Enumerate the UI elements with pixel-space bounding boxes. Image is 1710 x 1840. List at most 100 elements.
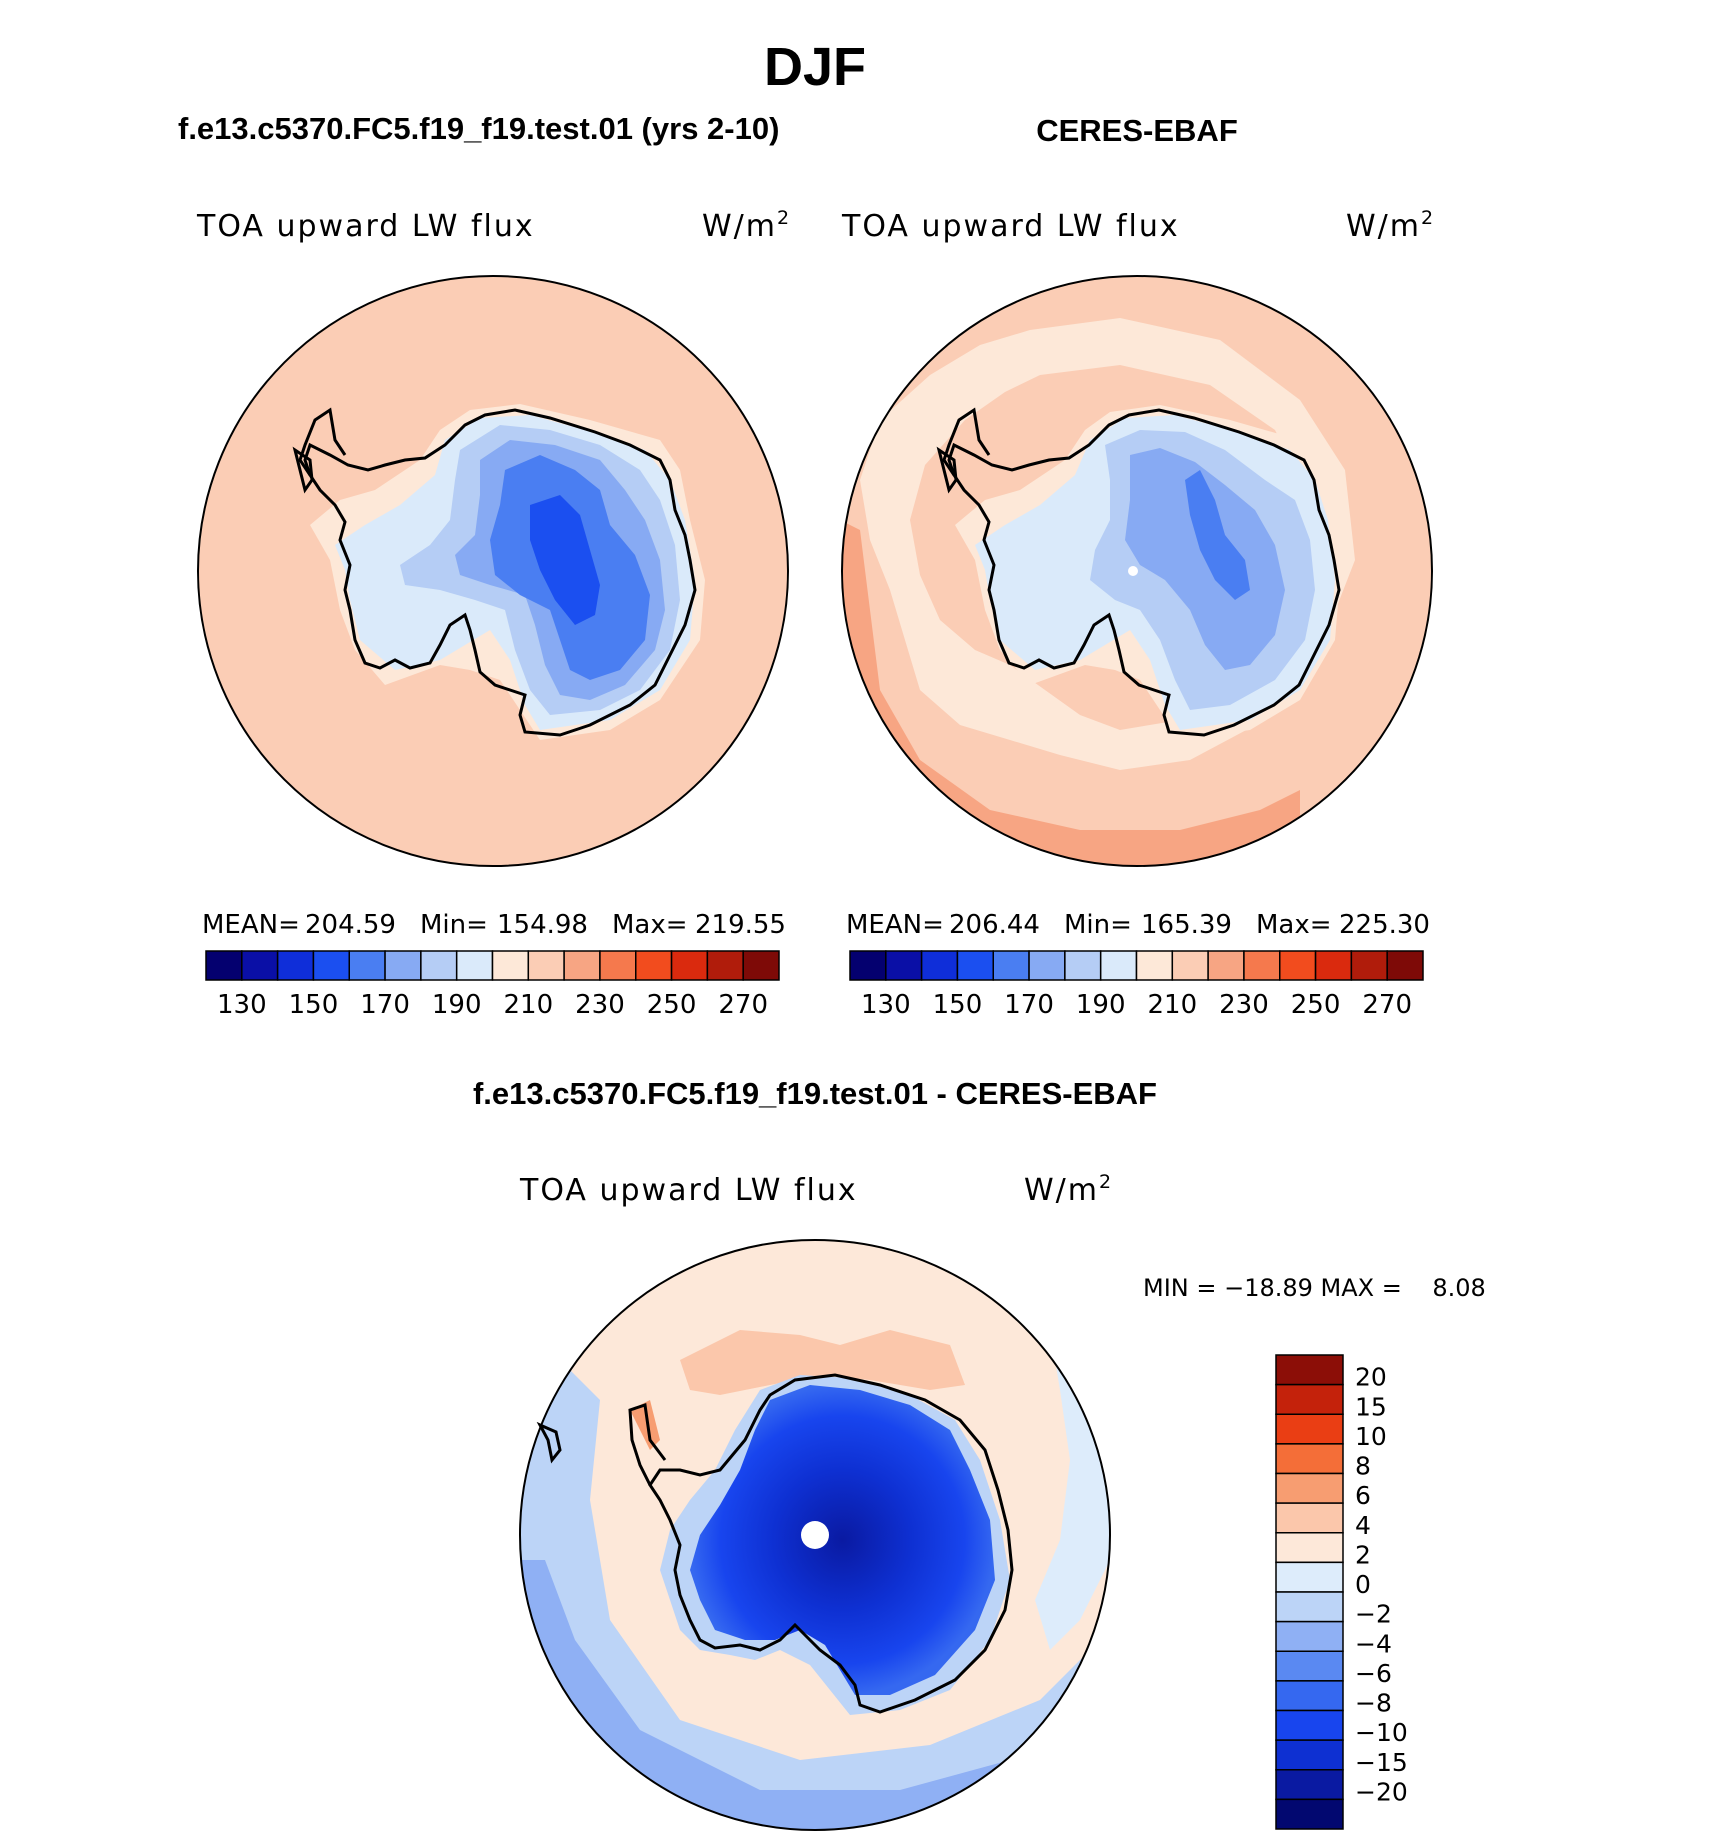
panel-2-colorbar-tick-label: 150 bbox=[933, 990, 983, 1020]
panel-1-colorbar-tick-label: 270 bbox=[718, 990, 768, 1020]
panel-2-max-label: Max= bbox=[1256, 910, 1332, 940]
panel-3-colorbar-swatch bbox=[1275, 1561, 1344, 1593]
panel-1-colorbar: 130 150 170 190 210 230 250 270 bbox=[205, 950, 780, 1020]
panel-3-title: f.e13.c5370.FC5.f19_f19.test.01 - CERES-… bbox=[473, 1076, 1157, 1111]
panel-2-warm-rim bbox=[842, 520, 1300, 866]
panel-3-colorbar-tick-label: −10 bbox=[1355, 1718, 1408, 1747]
panel-1-colorbar-swatch bbox=[670, 950, 709, 981]
panel-3-negative-band-outer bbox=[520, 1560, 1110, 1830]
panel-3-colorbar-swatch bbox=[1275, 1443, 1344, 1475]
panel-3-colorbar-swatch bbox=[1275, 1739, 1344, 1771]
panel-2-min-value: 165.39 bbox=[1141, 910, 1232, 940]
panel-2-colorbar-swatch bbox=[1135, 950, 1174, 981]
panel-1-colorbar-tick-label: 190 bbox=[432, 990, 482, 1020]
panel-3-colorbar-swatch bbox=[1275, 1502, 1344, 1534]
panel-1-colorbar-swatch bbox=[312, 950, 350, 981]
panel-2-colorbar-tick-label: 130 bbox=[861, 990, 911, 1020]
panel-3-minmax: MIN = −18.89 MAX = 8.08 bbox=[1143, 1274, 1486, 1302]
page-title: DJF bbox=[764, 37, 866, 97]
panel-3-colorbar-swatch bbox=[1275, 1354, 1344, 1386]
panel-3-colorbar-swatch bbox=[1275, 1591, 1344, 1623]
panel-1-colorbar-tick-label: 210 bbox=[503, 990, 553, 1020]
panel-1-colorbar-swatch bbox=[420, 950, 458, 981]
panel-2-colorbar-swatch bbox=[1028, 950, 1066, 981]
panel-1-colorbar-swatch bbox=[563, 950, 601, 981]
panel-1-colorbar-swatch bbox=[635, 950, 673, 981]
panel-1-min-value: 154.98 bbox=[497, 910, 588, 940]
panel-3-colorbar-swatch bbox=[1275, 1650, 1344, 1682]
panel-3-variable: TOA upward LW flux bbox=[519, 1173, 858, 1208]
panel-1-colorbar-tick-label: 130 bbox=[217, 990, 267, 1020]
panel-3-colorbar-tick-label: 15 bbox=[1355, 1392, 1387, 1421]
panel-2-colorbar-swatch bbox=[1314, 950, 1353, 981]
panel-1-map-boundary bbox=[197, 275, 789, 867]
panel-3-colorbar-tick-label: 8 bbox=[1355, 1452, 1371, 1481]
panel-1-contour-160 bbox=[530, 495, 600, 625]
panel-1-variable: TOA upward LW flux bbox=[196, 209, 535, 244]
panel-3-colorbar-tick-label: −8 bbox=[1355, 1689, 1392, 1718]
panel-3-colorbar-swatch bbox=[1275, 1709, 1344, 1741]
panel-3-colorbar-tick-label: −15 bbox=[1355, 1748, 1408, 1777]
panel-3-peninsula bbox=[628, 1403, 667, 1486]
panel-3-map-boundary bbox=[519, 1239, 1111, 1831]
panel-2-map-boundary bbox=[841, 275, 1433, 867]
panel-3-colorbar-swatch bbox=[1275, 1413, 1344, 1445]
panel-1-colorbar-swatch bbox=[384, 950, 422, 981]
panel-1-colorbar-tick-label: 170 bbox=[360, 990, 410, 1020]
panel-2-pole-gap bbox=[1128, 566, 1138, 576]
panel-3-coastline bbox=[648, 1373, 1014, 1714]
panel-2-colorbar-tick-label: 190 bbox=[1076, 990, 1126, 1020]
panel-3-colorbar-tick-label: 20 bbox=[1355, 1363, 1387, 1392]
panel-2-colorbar-swatch bbox=[1207, 950, 1245, 981]
panel-1-colorbar-tick-label: 230 bbox=[575, 990, 625, 1020]
panel-2-colorbar-swatch bbox=[1099, 950, 1138, 981]
panel-2-colorbar-swatch bbox=[1243, 950, 1281, 981]
panel-1-peninsula bbox=[298, 407, 347, 476]
panel-3-colorbar-tick-label: 10 bbox=[1355, 1422, 1387, 1451]
panel-3-colorbar-tick-label: −2 bbox=[1355, 1600, 1392, 1629]
panel-3-colorbar-tick-label: 6 bbox=[1355, 1481, 1371, 1510]
panel-3-positive-peninsula bbox=[630, 1400, 660, 1450]
panel-1-colorbar-swatch bbox=[241, 950, 279, 981]
panel-3-colorbar-tick-label: −6 bbox=[1355, 1659, 1392, 1688]
panel-3-colorbar-tick-label: 2 bbox=[1355, 1540, 1371, 1569]
panel-2-colorbar-swatch bbox=[1064, 950, 1102, 981]
panel-2-colorbar-tick-label: 210 bbox=[1147, 990, 1197, 1020]
panel-3-colorbar-tick-label: −4 bbox=[1355, 1629, 1392, 1658]
panel-1-min-label: Min= bbox=[420, 910, 488, 940]
panel-2-colorbar-swatch bbox=[1279, 950, 1317, 981]
panel-3-colorbar-swatch bbox=[1275, 1383, 1344, 1415]
panel-1-colorbar-swatch bbox=[527, 950, 565, 981]
panel-3-map bbox=[520, 1240, 1110, 1830]
panel-2-colorbar-swatch bbox=[920, 950, 959, 981]
panel-3-colorbar-swatch bbox=[1275, 1798, 1344, 1830]
panel-1-colorbar-swatch bbox=[706, 950, 744, 981]
panel-3-pole-gap bbox=[801, 1521, 829, 1549]
panel-2-peninsula bbox=[942, 407, 991, 476]
panel-2-units: W/m2 bbox=[1346, 207, 1435, 244]
panel-3-units: W/m2 bbox=[1024, 1171, 1113, 1208]
panel-3-colorbar-tick-label: 0 bbox=[1355, 1570, 1371, 1599]
panel-1-south-america-tip bbox=[292, 446, 314, 494]
panel-2-colorbar-swatch bbox=[885, 950, 923, 981]
panel-1-colorbar-tick-label: 250 bbox=[647, 990, 697, 1020]
panel-3-positive-north bbox=[680, 1330, 965, 1395]
panel-2-colorbar: 130 150 170 190 210 230 250 270 bbox=[849, 950, 1424, 1020]
panel-1-map bbox=[198, 276, 788, 866]
panel-2-colorbar-swatch bbox=[992, 950, 1030, 981]
panel-1-units: W/m2 bbox=[702, 207, 791, 244]
panel-3-continent bbox=[690, 1385, 995, 1695]
panel-3-colorbar-tick-label: −20 bbox=[1355, 1777, 1408, 1806]
panel-model: f.e13.c5370.FC5.f19_f19.test.01 (yrs 2-1… bbox=[178, 111, 791, 1020]
panel-2-max-value: 225.30 bbox=[1339, 910, 1430, 940]
panel-1-colorbar-tick-label: 150 bbox=[289, 990, 339, 1020]
panel-1-mean-value: 204.59 bbox=[305, 910, 396, 940]
panel-1-colorbar-swatch bbox=[276, 950, 315, 981]
panel-1-colorbar-swatch bbox=[455, 950, 494, 981]
panel-2-colorbar-swatch bbox=[1350, 950, 1388, 981]
panel-2-title: CERES-EBAF bbox=[1036, 113, 1238, 148]
panel-2-colorbar-tick-label: 250 bbox=[1291, 990, 1341, 1020]
